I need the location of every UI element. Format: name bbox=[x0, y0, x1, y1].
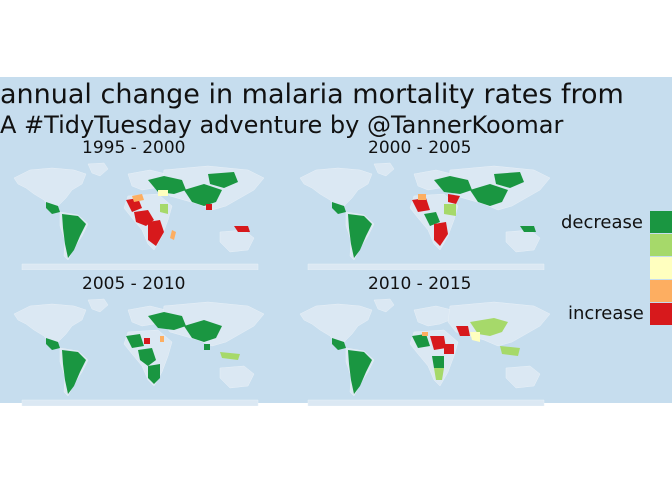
color-legend: decrease increase bbox=[552, 205, 672, 335]
landmass-australia bbox=[219, 229, 255, 253]
country-region-2 bbox=[348, 214, 372, 258]
country-region-10 bbox=[220, 352, 240, 360]
plot-panel bbox=[0, 77, 672, 403]
country-region-1 bbox=[332, 202, 346, 214]
landmass-antarctica bbox=[307, 399, 545, 406]
landmass-greenland bbox=[373, 162, 395, 177]
country-region-4 bbox=[470, 184, 508, 206]
country-region-1 bbox=[332, 338, 346, 350]
country-region-7 bbox=[148, 364, 160, 384]
facet-label-4: 2010 - 2015 bbox=[368, 274, 472, 294]
country-region-9 bbox=[160, 336, 164, 342]
legend-label-increase: increase bbox=[568, 303, 644, 324]
country-region-3 bbox=[434, 176, 472, 194]
landmass-greenland bbox=[87, 298, 109, 313]
world-map-1995-2000 bbox=[13, 162, 265, 270]
country-region-5 bbox=[208, 172, 238, 188]
landmass-antarctica bbox=[307, 263, 545, 270]
country-region-7 bbox=[434, 368, 444, 380]
country-region-6 bbox=[432, 356, 444, 368]
country-region-2 bbox=[62, 214, 86, 258]
chart-title: annual change in malaria mortality rates… bbox=[0, 79, 624, 110]
country-region-7 bbox=[424, 212, 440, 226]
legend-label-decrease: decrease bbox=[561, 212, 643, 233]
country-region-13 bbox=[234, 226, 250, 232]
world-map-2010-2015 bbox=[299, 298, 551, 406]
country-region-4 bbox=[184, 320, 222, 342]
country-region-11 bbox=[170, 230, 176, 240]
country-region-12 bbox=[520, 226, 536, 232]
country-region-9 bbox=[132, 194, 144, 202]
legend-key-decrease bbox=[650, 211, 672, 233]
country-region-1 bbox=[46, 338, 60, 350]
country-region-10 bbox=[448, 194, 460, 204]
facet-label-3: 2005 - 2010 bbox=[82, 274, 186, 294]
country-region-14 bbox=[206, 204, 212, 210]
country-region-10 bbox=[456, 326, 470, 336]
landmass-australia bbox=[219, 365, 255, 389]
landmass-greenland bbox=[373, 298, 395, 313]
country-region-3 bbox=[148, 312, 186, 330]
country-region-2 bbox=[348, 350, 372, 394]
country-region-8 bbox=[148, 220, 164, 246]
country-region-3 bbox=[412, 334, 430, 348]
country-region-2 bbox=[62, 350, 86, 394]
landmass-australia bbox=[505, 229, 541, 253]
legend-key-increase bbox=[650, 303, 672, 325]
landmass-north-america bbox=[299, 303, 373, 347]
legend-key-slight-decrease bbox=[650, 234, 672, 256]
country-region-11 bbox=[418, 194, 426, 200]
legend-key-slight-increase bbox=[650, 280, 672, 302]
country-region-12 bbox=[422, 332, 428, 336]
landmass-greenland bbox=[87, 162, 109, 177]
facet-label-2: 2000 - 2005 bbox=[368, 138, 472, 158]
landmass-north-america bbox=[299, 167, 373, 211]
country-region-3 bbox=[148, 176, 186, 194]
country-region-8 bbox=[470, 318, 508, 336]
chart-subtitle: A #TidyTuesday adventure by @TannerKooma… bbox=[0, 111, 564, 139]
country-region-9 bbox=[470, 332, 480, 342]
country-region-10 bbox=[160, 204, 168, 214]
country-region-9 bbox=[444, 204, 456, 216]
country-region-11 bbox=[500, 346, 520, 356]
country-region-5 bbox=[444, 344, 454, 354]
country-region-5 bbox=[494, 172, 524, 188]
country-region-6 bbox=[126, 198, 142, 212]
landmass-australia bbox=[505, 365, 541, 389]
country-region-5 bbox=[126, 334, 144, 348]
country-region-1 bbox=[46, 202, 60, 214]
world-map-2000-2005 bbox=[299, 162, 551, 270]
country-region-6 bbox=[138, 348, 156, 366]
legend-key-neutral bbox=[650, 257, 672, 279]
country-region-6 bbox=[412, 198, 430, 212]
country-region-4 bbox=[184, 184, 222, 206]
landmass-europe bbox=[413, 305, 453, 327]
facet-label-1: 1995 - 2000 bbox=[82, 138, 186, 158]
country-region-8 bbox=[434, 222, 448, 246]
country-region-12 bbox=[158, 190, 168, 196]
landmass-north-america bbox=[13, 167, 87, 211]
world-map-2005-2010 bbox=[13, 298, 265, 406]
country-region-11 bbox=[204, 344, 210, 350]
landmass-antarctica bbox=[21, 399, 259, 406]
landmass-antarctica bbox=[21, 263, 259, 270]
landmass-north-america bbox=[13, 303, 87, 347]
country-region-8 bbox=[144, 338, 150, 344]
country-region-4 bbox=[430, 336, 446, 350]
